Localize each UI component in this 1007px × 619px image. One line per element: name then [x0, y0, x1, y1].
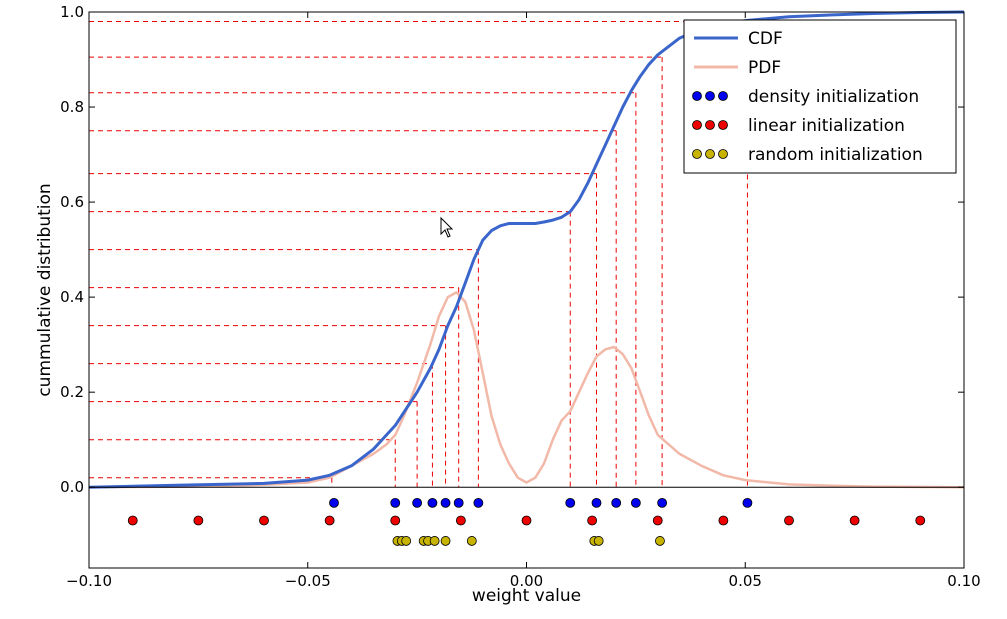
x-tick-label-1: −0.05: [285, 572, 331, 590]
density-initialization-point-11: [657, 497, 668, 508]
random-initialization-point-6: [440, 536, 451, 546]
random-initialization-point-7: [466, 536, 477, 546]
legend-marker-random-initialization-1: [705, 149, 715, 159]
scatter-layer: [127, 497, 926, 546]
y-axis-label: cummulative distribution: [35, 183, 55, 396]
legend-label-random-initialization: random initialization: [748, 145, 923, 165]
mouse-cursor-icon: [440, 216, 454, 238]
legend-marker-random-initialization-2: [718, 149, 728, 159]
density-initialization-point-12: [742, 497, 753, 508]
x-tick-label-4: 0.10: [947, 572, 980, 590]
x-tick-label-2: 0.00: [510, 572, 543, 590]
density-initialization-point-9: [611, 497, 622, 508]
axis-ticks: −0.10 −0.05 0.00 0.05 0.10 0.0 0.2 0.4 0.6 0.8 1.0: [60, 3, 981, 590]
random-initialization-point-2: [401, 536, 412, 546]
density-initialization-point-4: [440, 497, 451, 508]
legend-marker-random-initialization-0: [692, 149, 702, 159]
density-initialization-point-6: [473, 497, 484, 508]
linear-initialization-point-9: [718, 515, 729, 526]
linear-initialization-point-12: [915, 515, 926, 526]
legend-box: [683, 19, 957, 174]
y-tick-label-3: 0.6: [60, 193, 84, 211]
random-initialization-point-10: [655, 536, 665, 546]
legend-items: CDF PDF density initialization linear initi…: [692, 29, 923, 165]
density-initialization-point-5: [453, 497, 464, 508]
linear-initialization-point-3: [324, 515, 335, 526]
legend-label-cdf: CDF: [748, 29, 783, 49]
x-axis-label: weight value: [472, 586, 581, 606]
density-initialization-point-3: [427, 497, 438, 508]
legend-marker-density-initialization-1: [705, 91, 715, 101]
legend: CDF PDF density initialization linear initi…: [683, 19, 957, 174]
random-initialization-point-9: [593, 536, 604, 546]
linear-initialization-point-10: [784, 515, 794, 526]
density-initialization-point-0: [329, 497, 339, 508]
x-tick-label-3: 0.05: [729, 572, 762, 590]
y-tick-label-4: 0.8: [60, 98, 84, 116]
legend-label-linear-initialization: linear initialization: [748, 116, 905, 136]
x-tick-label-0: −0.10: [66, 572, 112, 590]
linear-initialization-point-1: [193, 515, 204, 526]
legend-marker-density-initialization-2: [718, 91, 728, 101]
y-tick-label-1: 0.2: [60, 383, 84, 401]
series-line-pdf: [88, 291, 965, 489]
linear-initialization-point-5: [455, 515, 466, 526]
legend-label-pdf: PDF: [748, 58, 781, 78]
linear-initialization-point-0: [127, 515, 138, 526]
y-tick-label-0: 0.0: [60, 478, 84, 496]
linear-initialization-point-7: [587, 515, 598, 526]
mapping-lines: [89, 21, 748, 488]
legend-marker-linear-initialization-2: [718, 120, 728, 130]
legend-label-density-initialization: density initialization: [748, 87, 919, 107]
density-initialization-point-1: [390, 497, 401, 508]
y-tick-label-2: 0.4: [60, 288, 84, 306]
linear-initialization-point-8: [652, 515, 663, 526]
legend-marker-linear-initialization-0: [692, 120, 702, 130]
random-initialization-point-5: [429, 536, 440, 546]
linear-initialization-point-6: [521, 515, 532, 526]
density-initialization-point-2: [412, 497, 423, 508]
legend-marker-density-initialization-0: [692, 91, 702, 101]
linear-initialization-point-2: [259, 515, 269, 526]
linear-initialization-point-11: [849, 515, 860, 526]
density-initialization-point-7: [565, 497, 576, 508]
y-tick-label-5: 1.0: [60, 3, 84, 21]
legend-marker-linear-initialization-1: [705, 120, 715, 130]
linear-initialization-point-4: [390, 515, 401, 526]
density-initialization-point-8: [591, 497, 602, 508]
density-initialization-point-10: [630, 497, 641, 508]
